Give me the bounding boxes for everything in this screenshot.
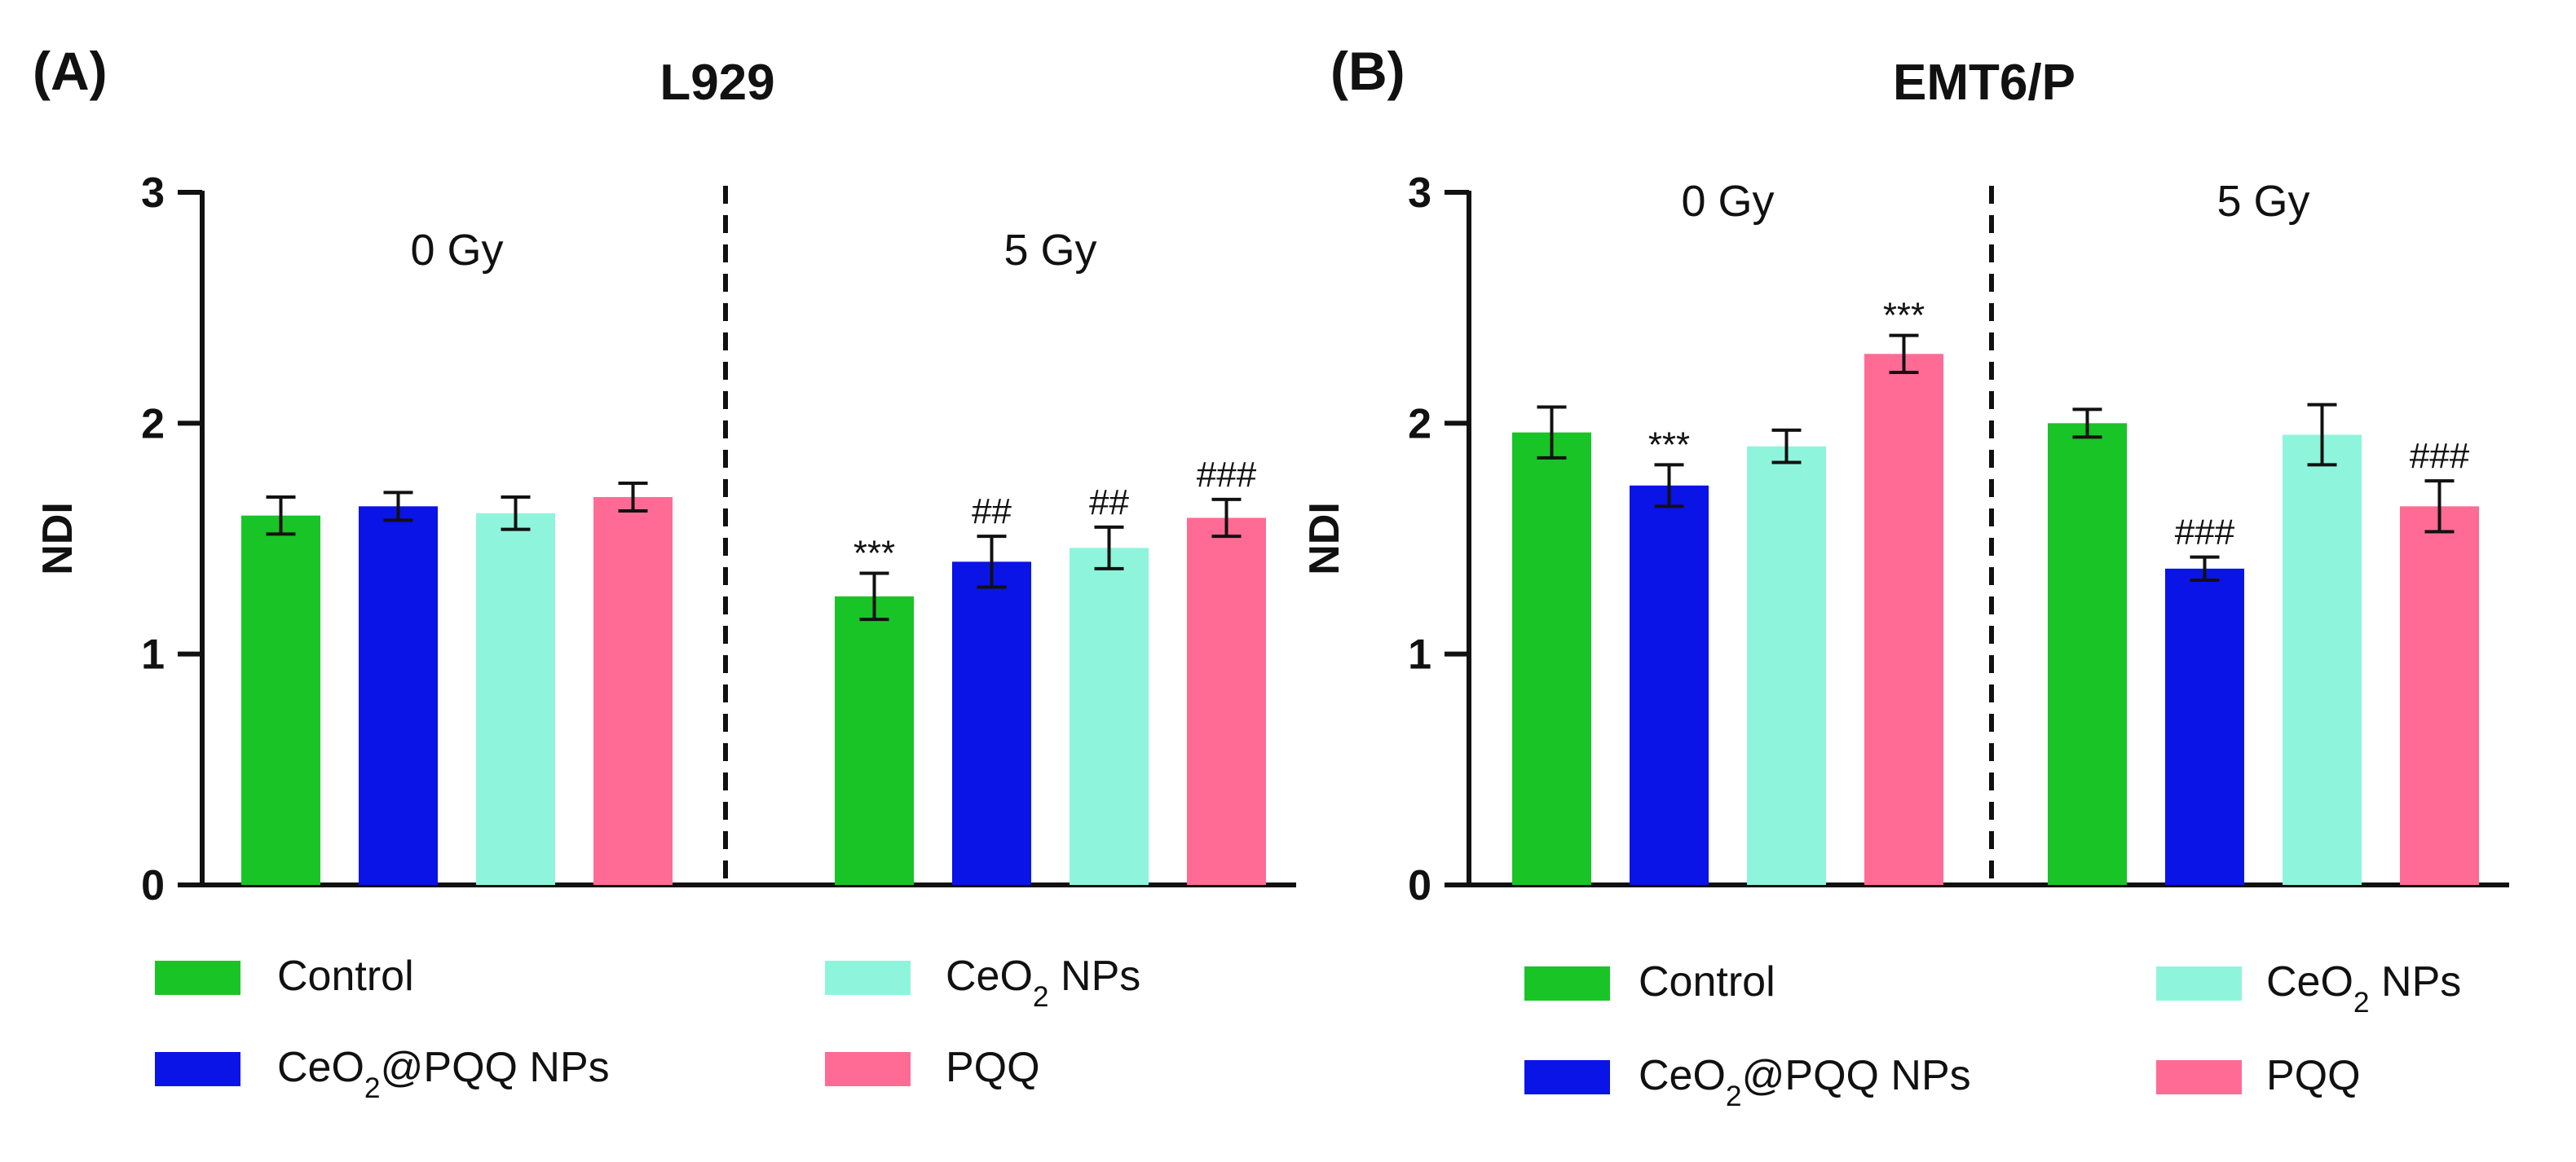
- bar: [359, 506, 438, 885]
- bar: [835, 596, 914, 885]
- chart-title: L929: [659, 55, 774, 111]
- bar: [2283, 434, 2362, 885]
- bar: [2400, 506, 2479, 885]
- legend-label: CeO2 NPs: [946, 953, 1140, 1013]
- significance-label: ##: [1089, 482, 1129, 522]
- legend-swatch: [2156, 1060, 2242, 1094]
- legend-label: PQQ: [946, 1044, 1040, 1091]
- bar: [1747, 446, 1826, 885]
- bar: [476, 513, 555, 885]
- y-axis-label: NDI: [1301, 502, 1348, 575]
- y-tick-label: 3: [141, 169, 165, 217]
- legend-swatch: [155, 961, 240, 995]
- group-label: 0 Gy: [410, 226, 503, 275]
- legend-swatch: [155, 1052, 240, 1086]
- legend-swatch: [2156, 966, 2242, 1001]
- y-tick-label: 0: [141, 862, 165, 909]
- bar: [1864, 354, 1943, 885]
- bar: [1630, 485, 1709, 885]
- y-tick-label: 2: [141, 400, 165, 447]
- significance-label: ***: [1648, 425, 1690, 464]
- bar: [1512, 432, 1591, 885]
- significance-label: ##: [972, 491, 1012, 531]
- group-label: 5 Gy: [2217, 177, 2309, 226]
- bar: [2048, 423, 2127, 885]
- legend-swatch: [825, 961, 911, 995]
- legend-swatch: [825, 1052, 911, 1086]
- significance-label: ***: [854, 534, 895, 574]
- group-label: 5 Gy: [1003, 226, 1096, 275]
- significance-label: ###: [1197, 455, 1257, 495]
- legend-label: Control: [277, 953, 414, 1000]
- significance-label: ###: [2410, 436, 2470, 476]
- panel-label: (B): [1330, 41, 1405, 101]
- bar: [1187, 517, 1266, 885]
- legend-label: CeO2 NPs: [2266, 958, 2461, 1019]
- panel-label: (A): [33, 41, 108, 101]
- y-tick-label: 3: [1408, 169, 1431, 217]
- bar: [593, 497, 673, 885]
- legend-label: PQQ: [2266, 1052, 2361, 1099]
- y-tick-label: 1: [141, 632, 165, 679]
- legend-label: CeO2@PQQ NPs: [277, 1044, 610, 1104]
- bar: [1070, 548, 1149, 885]
- chart-title: EMT6/P: [1893, 55, 2075, 111]
- legend-swatch: [1524, 966, 1610, 1001]
- group-label: 0 Gy: [1681, 177, 1774, 226]
- legend-label: CeO2@PQQ NPs: [1639, 1052, 1971, 1112]
- y-tick-label: 1: [1408, 632, 1431, 679]
- bar: [2165, 568, 2244, 885]
- panel-b: (B) EMT6/P 0 1 2 3 NDI 0 Gy 5 Gy *** ### *** ### Cont…: [1301, 41, 2509, 1112]
- significance-label: ###: [2175, 513, 2235, 552]
- significance-label: ***: [1883, 296, 1925, 336]
- bar: [241, 515, 320, 885]
- legend-label: Control: [1639, 958, 1775, 1006]
- bar: [952, 561, 1031, 885]
- y-tick-label: 0: [1408, 862, 1431, 909]
- y-tick-label: 2: [1408, 400, 1431, 447]
- y-axis-label: NDI: [34, 502, 82, 575]
- legend-swatch: [1524, 1060, 1610, 1094]
